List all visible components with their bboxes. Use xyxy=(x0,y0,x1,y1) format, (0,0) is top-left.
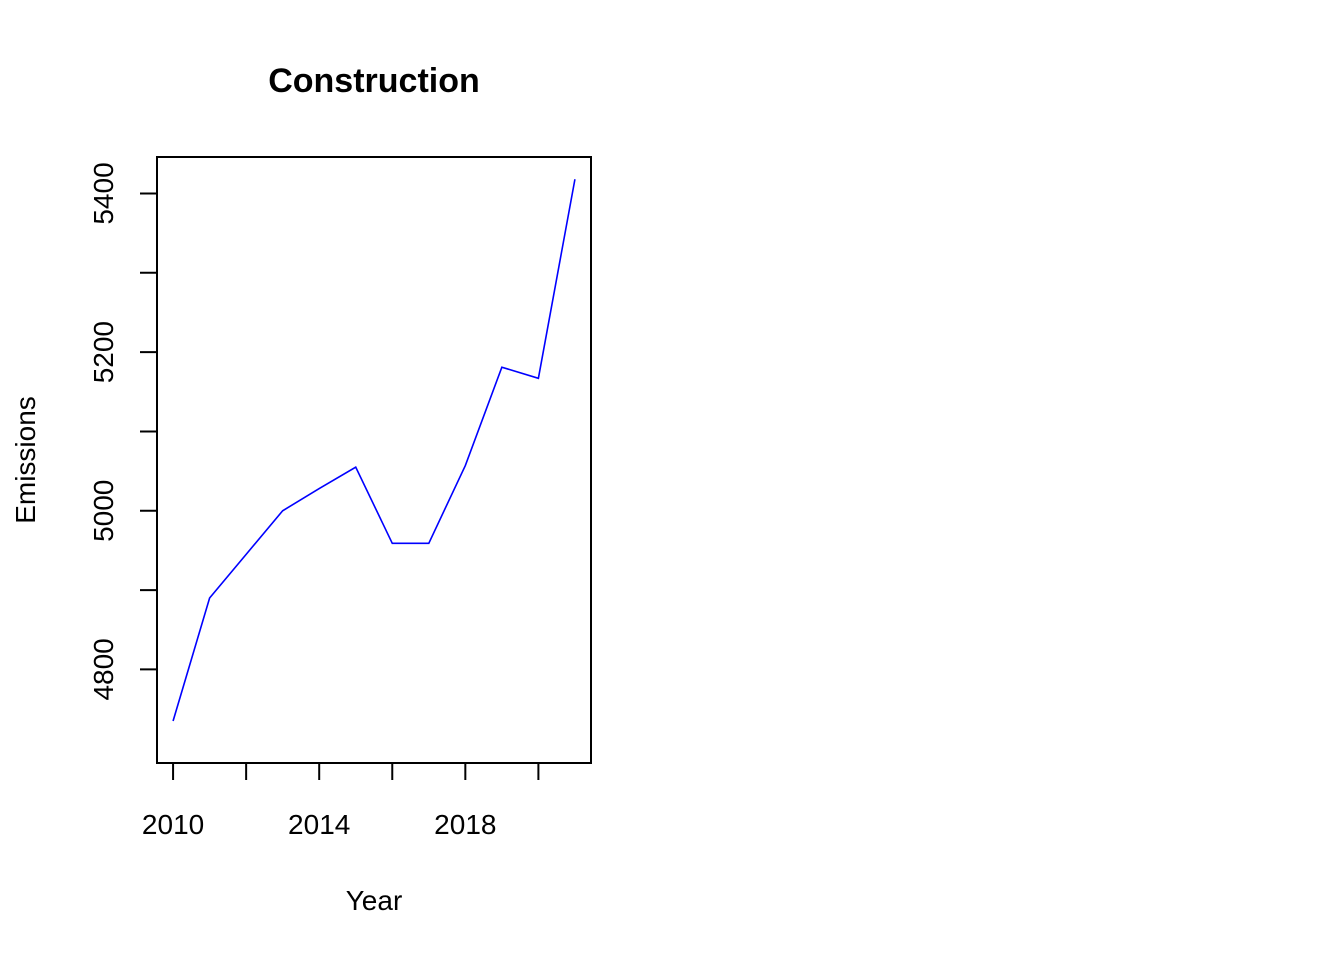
y-axis: 4800 5000 5200 5400 xyxy=(88,162,158,701)
x-axis: 2010 2014 2018 xyxy=(142,762,540,840)
plot-frame xyxy=(156,156,592,764)
y-tick-label-4800: 4800 xyxy=(88,638,119,700)
x-tick-label-2010: 2010 xyxy=(142,809,204,840)
x-tick-label-2014: 2014 xyxy=(288,809,350,840)
series-line-emissions xyxy=(172,179,576,722)
y-tick-label-5200: 5200 xyxy=(88,321,119,383)
y-axis-label: Emissions xyxy=(10,396,41,524)
y-tick-label-5000: 5000 xyxy=(88,480,119,542)
chart-title: Construction xyxy=(268,62,480,100)
x-axis-label: Year xyxy=(346,885,403,916)
x-tick-label-2018: 2018 xyxy=(434,809,496,840)
y-tick-label-5400: 5400 xyxy=(88,162,119,224)
